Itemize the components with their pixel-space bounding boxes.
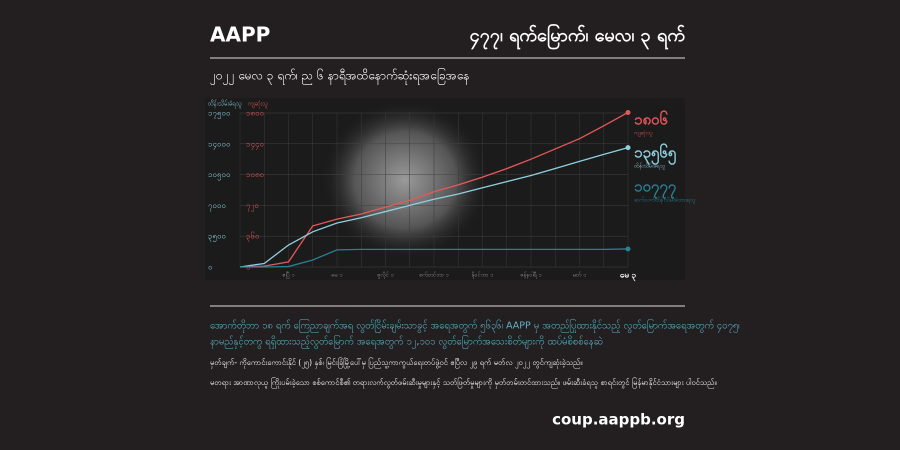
annotation-value: ၁၀၇၇၇ <box>634 178 677 200</box>
y2-tick-label: ၁၀၈၀ <box>246 170 264 179</box>
end-dot <box>625 145 631 151</box>
y2-axis-label: ကျဆုံးသူ <box>248 101 268 109</box>
note: မှတ်ချက်- ကိုကောင်းကောင်းနိုင် (၂၅) နှစ်… <box>210 358 583 368</box>
x-tick-label: မေ ၃ <box>620 271 636 283</box>
annotation-label: ထိန်းသိမ်းခံရသူ <box>634 162 665 171</box>
annotation-value: ၁၈၀၆ <box>634 110 668 129</box>
x-tick-label: ဇန်နဝါရီ ၁ <box>520 271 541 280</box>
x-tick-label: နိုဝင်ဘာ ၁ <box>472 271 493 280</box>
x-tick-label: မေ ၁ <box>332 273 343 279</box>
y-tick-label: ၁၀၅၀၀ <box>208 170 231 181</box>
footer-line: နာမည်နှင့်တကွ ရရှိထားသည့်လွတ်မြောက် အရေအ… <box>210 336 603 349</box>
y-axis-label: ထိန်းသိမ်းခံရသူ <box>208 100 242 109</box>
x-tick-label: ဧပြီ ၁ <box>283 271 295 280</box>
footer-line: အောက်တိုဘာ ၁၈ ရက် ကြေညာချက်အရ လွတ်ငြိမ်း… <box>210 320 740 333</box>
y2-tick-label: ၁၄၄၀ <box>246 139 264 150</box>
y-tick-label: ၁၇၅၀၀ <box>208 109 231 120</box>
series-line <box>239 147 629 268</box>
annotation-label: ဆက်လက်ထိန်းသိမ်းခံထားရသူ <box>634 196 695 205</box>
y2-tick-label: ၁၈၀၀ <box>246 109 264 118</box>
photo <box>320 100 490 260</box>
y-tick-label: ၇၀၀၀ <box>208 201 226 212</box>
y2-tick-label: ၇၂၀ <box>246 201 259 212</box>
note: မတရား အာဏာလုယူ ကြိုးပမ်းခဲ့သော စစ်ကောင်စ… <box>210 378 717 388</box>
y2-tick-label: ၃၆၀ <box>246 231 260 243</box>
y-tick-label: ၁၄၀၀၀ <box>208 139 231 150</box>
series-line <box>240 248 629 268</box>
org: AAPP <box>210 23 270 47</box>
x-tick-label: စက်တင်ဘာ ၁ <box>419 271 448 279</box>
series-line <box>239 111 629 268</box>
date: ၄၇၇၊ ရက်မြောက်၊ မေလ၊ ၃ ရက် <box>470 23 685 50</box>
end-dot <box>625 246 631 252</box>
annotation-label: ကျဆုံးသူ <box>634 130 653 138</box>
url: coup.aappb.org <box>552 411 685 429</box>
y-tick-label: ၀ <box>208 263 213 272</box>
y-tick-label: ၃၅၀၀ <box>208 232 226 243</box>
annotation-value: ၁၃၅၆၅ <box>634 143 677 166</box>
x-tick-label: ဇူလိုင် ၁ <box>377 271 393 280</box>
end-dot <box>625 109 631 115</box>
x-tick-label: မတ် ၁ <box>573 271 586 279</box>
subtitle: ၂၀၂၂ မေလ ၃ ရက်၊ ည ၆ နာရီအထိနောက်ဆုံးရအခြ… <box>210 67 469 86</box>
